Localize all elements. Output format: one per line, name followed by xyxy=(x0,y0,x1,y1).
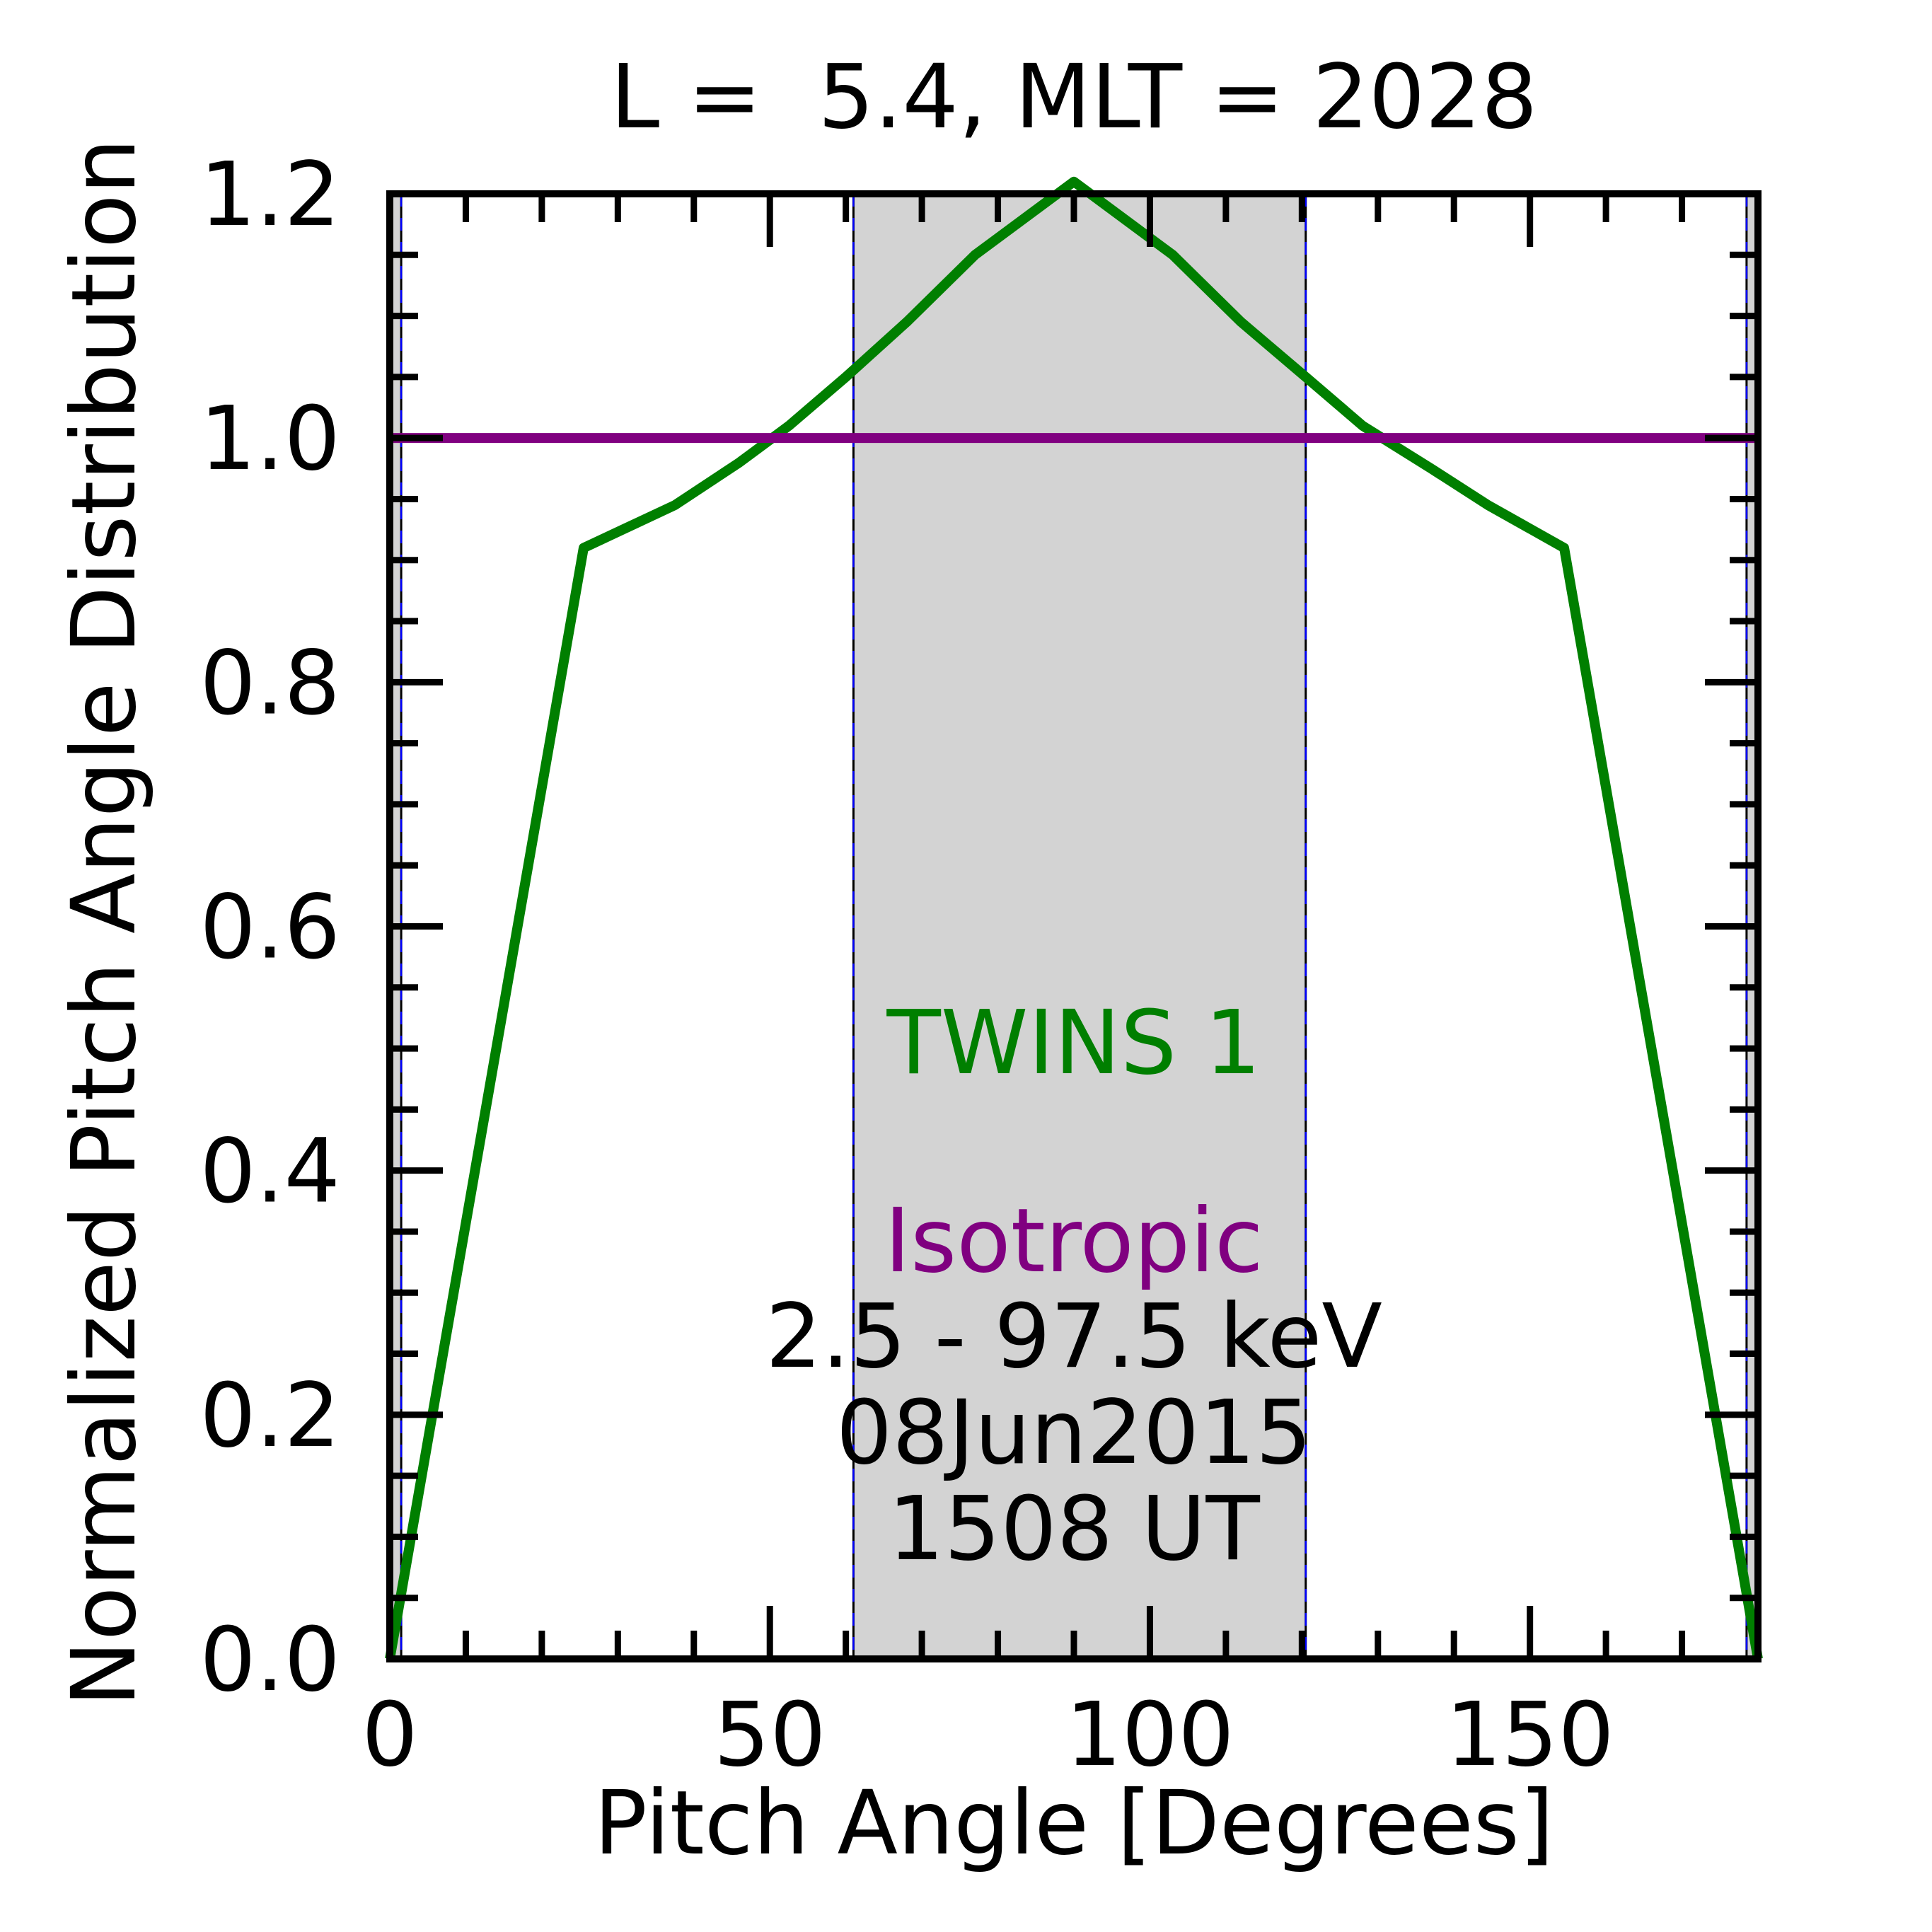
y-tick-label-4: 0.8 xyxy=(199,632,340,734)
twins-label: TWINS 1 xyxy=(886,992,1261,1094)
y-tick-label-5: 1.0 xyxy=(199,388,340,490)
x-tick-label-1: 50 xyxy=(714,1684,826,1786)
time-label: 1508 UT xyxy=(888,1478,1260,1580)
x-tick-label-0: 0 xyxy=(361,1684,418,1786)
series-lines xyxy=(385,176,1763,1660)
x-tick-label-3: 150 xyxy=(1445,1684,1614,1786)
chart-title: L = 5.4, MLT = 2028 xyxy=(611,46,1538,149)
tick-labels: 0 50 100 150 0.0 0.2 0.4 0.6 0.8 1.0 1.2 xyxy=(199,144,1614,1786)
y-axis-title: Normalized Pitch Angle Distribution xyxy=(53,138,156,1706)
plot-frame xyxy=(386,190,1762,1662)
y-tick-label-3: 0.6 xyxy=(199,877,340,979)
date-label: 08Jun2015 xyxy=(836,1382,1312,1484)
isotropic-label: Isotropic xyxy=(884,1190,1263,1292)
axis-ticks xyxy=(386,190,1762,1662)
x-axis-title: Pitch Angle [Degrees] xyxy=(594,1772,1554,1875)
series-line-twins-1 xyxy=(385,176,1763,1660)
x-tick-label-2: 100 xyxy=(1065,1684,1234,1786)
y-tick-label-6: 1.2 xyxy=(199,144,340,246)
y-tick-label-0: 0.0 xyxy=(199,1609,340,1711)
y-tick-label-1: 0.2 xyxy=(199,1365,340,1467)
energy-range-label: 2.5 - 97.5 keV xyxy=(765,1285,1382,1388)
y-tick-label-2: 0.4 xyxy=(199,1121,340,1223)
